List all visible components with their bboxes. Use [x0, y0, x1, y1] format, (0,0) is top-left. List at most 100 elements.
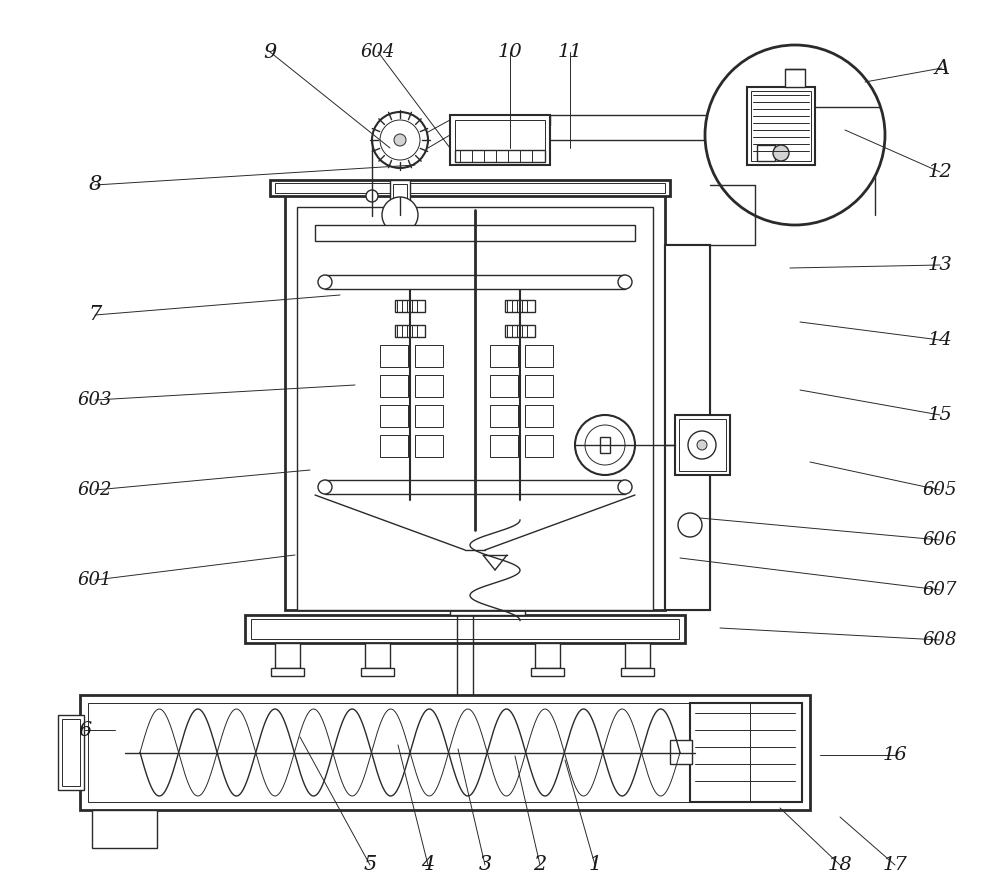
Text: 605: 605	[923, 481, 957, 499]
Bar	[525, 435, 553, 457]
Bar	[415, 375, 443, 397]
Bar	[665, 245, 710, 610]
Bar	[490, 375, 518, 397]
Text: 12: 12	[928, 163, 952, 181]
Circle shape	[688, 431, 716, 459]
Bar	[270, 180, 670, 196]
Bar	[505, 325, 535, 337]
Circle shape	[575, 415, 635, 475]
Bar	[361, 668, 394, 676]
Circle shape	[318, 275, 332, 289]
Bar	[455, 150, 545, 162]
Text: 8: 8	[88, 175, 102, 195]
Bar	[315, 225, 635, 241]
Bar	[675, 415, 730, 475]
Bar	[600, 437, 610, 453]
Bar	[88, 703, 802, 802]
Circle shape	[618, 275, 632, 289]
Bar	[455, 585, 520, 610]
Bar	[531, 668, 564, 676]
Circle shape	[773, 145, 789, 161]
Bar	[490, 345, 518, 367]
Circle shape	[618, 480, 632, 494]
Text: 5: 5	[363, 856, 377, 874]
Circle shape	[318, 480, 332, 494]
Circle shape	[394, 134, 406, 146]
Circle shape	[366, 190, 378, 202]
Text: 4: 4	[421, 856, 435, 874]
Bar	[525, 405, 553, 427]
Circle shape	[380, 120, 420, 160]
Bar	[380, 345, 408, 367]
Text: 607: 607	[923, 581, 957, 599]
Circle shape	[585, 425, 625, 465]
Bar	[251, 619, 679, 639]
Bar	[325, 275, 625, 289]
Bar	[490, 435, 518, 457]
Circle shape	[477, 589, 493, 605]
Bar	[415, 345, 443, 367]
Text: 608: 608	[923, 631, 957, 649]
Bar	[325, 480, 625, 494]
Bar	[62, 719, 80, 786]
Text: 15: 15	[928, 406, 952, 424]
Bar	[625, 643, 650, 668]
Text: 603: 603	[78, 391, 112, 409]
Text: 10: 10	[498, 43, 522, 61]
Circle shape	[697, 440, 707, 450]
Bar	[395, 325, 425, 337]
Text: 11: 11	[558, 43, 582, 61]
Bar	[455, 120, 545, 160]
Text: 16: 16	[883, 746, 907, 764]
Bar	[415, 435, 443, 457]
Bar	[535, 643, 560, 668]
Bar	[505, 300, 535, 312]
Text: 7: 7	[88, 306, 102, 325]
Text: 606: 606	[923, 531, 957, 549]
Text: 3: 3	[478, 856, 492, 874]
Text: A: A	[934, 58, 950, 78]
Text: 1: 1	[588, 856, 602, 874]
Bar	[390, 180, 410, 205]
Bar	[395, 300, 425, 312]
Bar	[747, 87, 815, 165]
Bar	[271, 668, 304, 676]
Bar	[450, 580, 525, 615]
Bar	[665, 245, 710, 610]
Bar	[92, 810, 157, 848]
Bar	[670, 740, 692, 764]
Text: 18: 18	[828, 856, 852, 874]
Circle shape	[705, 45, 885, 225]
Text: 6: 6	[78, 721, 92, 739]
Bar	[58, 715, 84, 790]
Bar	[393, 184, 407, 202]
Bar	[490, 405, 518, 427]
Bar	[450, 115, 550, 165]
Bar	[525, 375, 553, 397]
Text: 13: 13	[928, 256, 952, 274]
Text: 604: 604	[361, 43, 395, 61]
Text: 2: 2	[533, 856, 547, 874]
Bar	[80, 695, 810, 810]
Bar	[621, 668, 654, 676]
Bar	[275, 183, 665, 193]
Circle shape	[382, 197, 418, 233]
Bar	[245, 615, 685, 643]
Bar	[380, 435, 408, 457]
Bar	[275, 643, 300, 668]
Text: 602: 602	[78, 481, 112, 499]
Text: 17: 17	[883, 856, 907, 874]
Circle shape	[372, 112, 428, 168]
Bar	[785, 69, 805, 87]
Bar	[415, 405, 443, 427]
Bar	[285, 195, 665, 610]
Bar	[380, 405, 408, 427]
Circle shape	[678, 513, 702, 537]
Bar	[380, 375, 408, 397]
Bar	[679, 419, 726, 471]
Text: 9: 9	[263, 43, 277, 62]
Bar	[365, 643, 390, 668]
Bar	[757, 145, 775, 161]
Text: 601: 601	[78, 571, 112, 589]
Text: 14: 14	[928, 331, 952, 349]
